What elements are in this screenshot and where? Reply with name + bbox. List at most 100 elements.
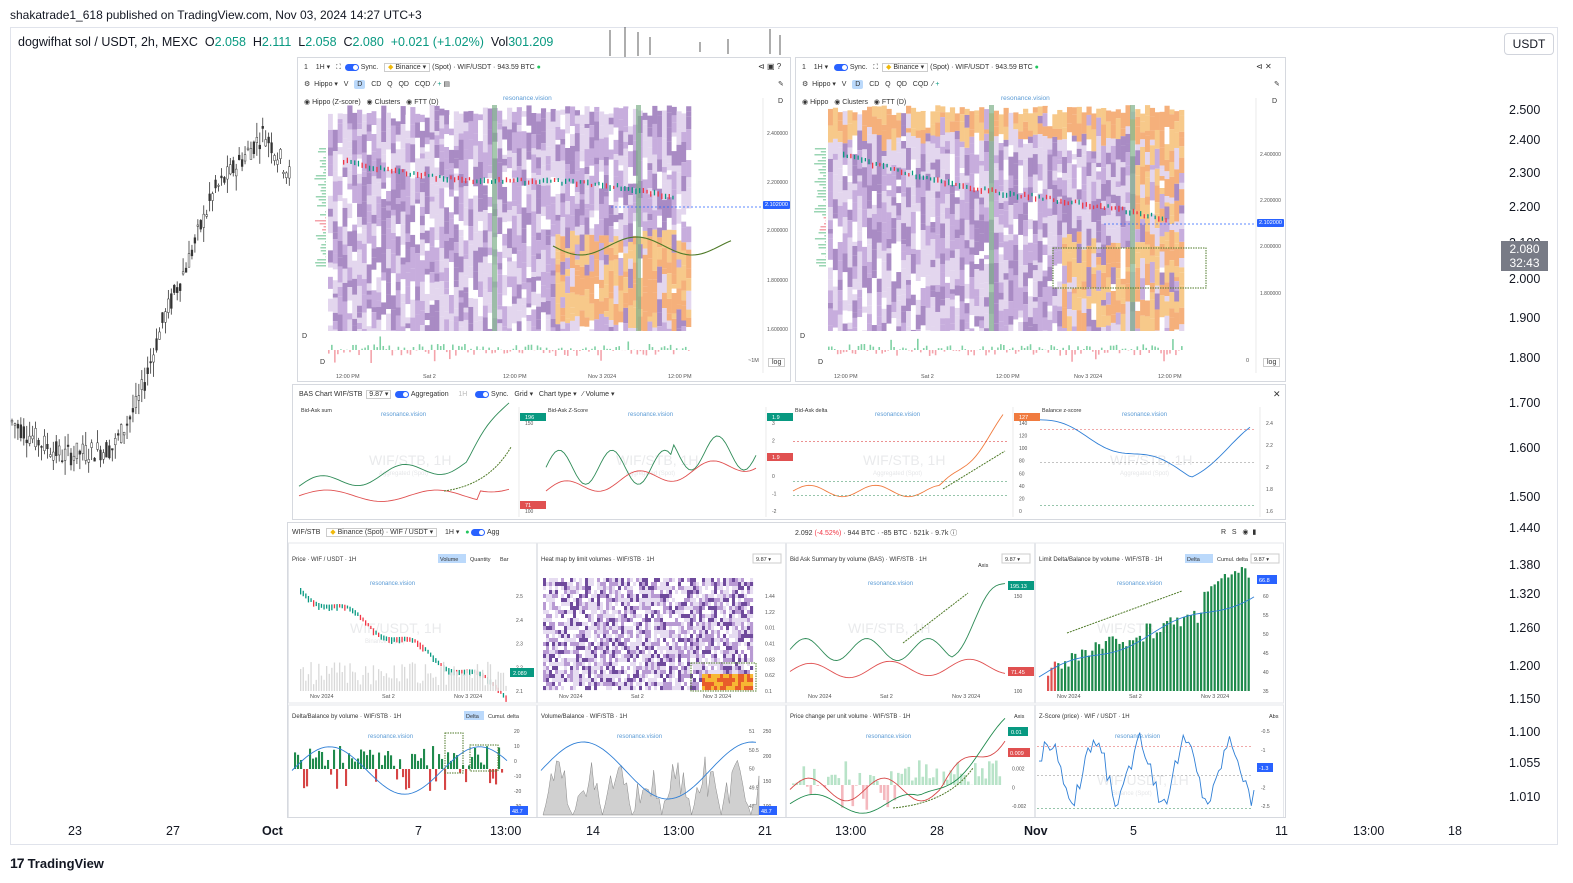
- bas-grid-menu[interactable]: Grid: [514, 391, 528, 398]
- tl-tool-hippo[interactable]: Hippo: [314, 81, 333, 88]
- tl-ind-ftt[interactable]: FTT (D): [414, 99, 439, 106]
- eye-icon[interactable]: ◉: [873, 99, 880, 106]
- tr-sync-toggle[interactable]: [833, 63, 848, 71]
- tr-timeframe[interactable]: 1H: [813, 64, 823, 71]
- footer-brand[interactable]: 17 TradingView: [10, 855, 104, 871]
- tl-doc-icon[interactable]: ▤: [443, 81, 451, 88]
- eye-icon[interactable]: ◉: [802, 99, 809, 106]
- bas-volume-menu[interactable]: Volume: [585, 391, 609, 398]
- tr-log-button[interactable]: log: [1263, 358, 1281, 367]
- grid-agg-toggle[interactable]: [471, 528, 486, 536]
- tl-tool-v[interactable]: V: [343, 81, 349, 88]
- grid-abs-toggle-label[interactable]: Abs: [1269, 714, 1279, 720]
- share-icon[interactable]: ⊲: [758, 62, 765, 71]
- heatmap-axis-tick: 1.600000: [767, 327, 788, 333]
- overlay-top-right-panel[interactable]: 1 1H ▾ Sync. ⛶ ◆ Binance ▾ (Spot) · WIF/…: [795, 57, 1286, 382]
- tr-tool-d[interactable]: D: [852, 80, 864, 89]
- tr-tool-cd[interactable]: CD: [869, 81, 880, 88]
- camera-icon[interactable]: ▣: [766, 62, 775, 71]
- tl-draw-icon[interactable]: ✎: [778, 81, 784, 88]
- close-icon[interactable]: ✕: [1264, 62, 1272, 71]
- bas-charts[interactable]: Bid-Ask sum resonance.vision WIF/STB, 1H Ag…: [293, 385, 1286, 520]
- tr-plus-icon[interactable]: +: [935, 81, 940, 88]
- grid-panel-button[interactable]: Cumul. delta: [1217, 557, 1249, 563]
- grid-axis-toggle-label[interactable]: Axis: [1014, 714, 1025, 720]
- trash-icon[interactable]: ▮: [1252, 529, 1257, 536]
- tl-ind-clusters[interactable]: Clusters: [374, 99, 401, 106]
- tl-line-icon[interactable]: ⁄: [434, 81, 436, 88]
- tl-sync-toggle[interactable]: [344, 63, 359, 71]
- grid-axis-tick: 20: [514, 729, 520, 735]
- grid-panel-button[interactable]: Delta: [1187, 557, 1201, 563]
- tl-settings-icon[interactable]: ⚙: [304, 81, 311, 88]
- bas-close-icon[interactable]: ✕: [1273, 389, 1281, 399]
- tr-heatmap[interactable]: 2.400000 2.200000 2.000000 1.800000 12:00 PM…: [796, 58, 1286, 382]
- grid-panel-button[interactable]: Bar: [500, 557, 509, 563]
- tr-ind-clusters[interactable]: Clusters: [842, 99, 868, 106]
- tl-d-label: D: [778, 98, 784, 105]
- tl-crosshair-icon[interactable]: ⛶: [335, 64, 341, 71]
- grid-r-button[interactable]: R: [1221, 529, 1227, 536]
- help-icon[interactable]: ?: [776, 62, 782, 71]
- tr-tool-qd[interactable]: QD: [896, 81, 907, 88]
- tr-crosshair-icon[interactable]: ⛶: [873, 64, 879, 71]
- tl-log-button[interactable]: log: [768, 358, 786, 367]
- grid-tf[interactable]: 1H: [444, 529, 454, 536]
- tl-exchange-select[interactable]: ◆ Binance ▾: [384, 63, 431, 72]
- tr-ind-ftt[interactable]: FTT (D): [881, 99, 907, 106]
- eye-icon[interactable]: ◉: [834, 99, 841, 106]
- bas-panel: Bid-Ask Z-Score resonance.vision WIF/STB, …: [545, 407, 793, 517]
- tr-tool-v[interactable]: V: [841, 81, 847, 88]
- trend-arrow: [902, 592, 969, 644]
- bas-ratio: 9.87: [369, 391, 383, 398]
- grid-panel-button[interactable]: Delta: [466, 714, 480, 720]
- grid-axis-toggle-label[interactable]: Axis: [978, 563, 989, 569]
- main-chart[interactable]: [10, 27, 1500, 817]
- bas-ratio-select[interactable]: 9.87 ▾: [366, 390, 392, 399]
- tl-tool-qd[interactable]: QD: [398, 81, 409, 88]
- tr-tool-q[interactable]: Q: [885, 81, 891, 88]
- grid-exchange-select[interactable]: ◆ Binance (Spot) · WIF / USDT ▾: [326, 528, 438, 537]
- tr-window-controls[interactable]: ⊲ ✕: [1256, 62, 1272, 71]
- bas-sync-toggle[interactable]: [475, 390, 490, 398]
- bas-volume-icon: ⁄: [582, 391, 584, 398]
- tl-timeframe[interactable]: 1H: [315, 64, 325, 71]
- share-icon[interactable]: ⊲: [1256, 62, 1263, 71]
- bas-charttype-menu[interactable]: Chart type: [538, 391, 572, 398]
- tr-tool-cqd[interactable]: CQD: [912, 81, 929, 88]
- tl-heatmap[interactable]: 2.400000 2.200000 2.000000 1.800000 1.600000…: [298, 58, 791, 382]
- lower-grid[interactable]: WIF/STB ◆ Binance (Spot) · WIF / USDT ▾ …: [287, 522, 1286, 818]
- grid-ratio-select[interactable]: 9.87 ▾: [1005, 557, 1020, 563]
- bas-strip[interactable]: BAS Chart WIF/STB 9.87 ▾ Aggregation 1H …: [292, 384, 1286, 520]
- tl-window-controls[interactable]: ⊲ ▣ ?: [758, 62, 781, 71]
- eye-icon[interactable]: ◉: [1242, 529, 1249, 536]
- tl-tool-q[interactable]: Q: [387, 81, 393, 88]
- tr-exchange-select[interactable]: ◆ Binance ▾: [882, 63, 929, 72]
- currency-button[interactable]: USDT: [1504, 33, 1554, 55]
- grid-charts[interactable]: Price · WIF / USDT · 1H Volume Quantity Bar…: [288, 523, 1286, 818]
- tr-draw-icon[interactable]: ✎: [1274, 81, 1280, 88]
- grid-s-button[interactable]: S: [1231, 529, 1237, 536]
- grid-toolbar: WIF/STB ◆ Binance (Spot) · WIF / USDT ▾ …: [292, 528, 500, 537]
- info-icon[interactable]: ⓘ: [950, 530, 958, 537]
- grid-panel-button[interactable]: Cumul. delta: [488, 714, 520, 720]
- grid-ratio-select[interactable]: 9.87 ▾: [756, 557, 771, 563]
- tr-tool-hippo[interactable]: Hippo: [812, 81, 831, 88]
- overlay-top-left-panel[interactable]: 1 1H ▾ ⛶ Sync. ◆ Binance ▾ (Spot) · WIF/…: [297, 57, 791, 382]
- tl-ind-hippo[interactable]: Hippo (Z-score): [312, 99, 361, 106]
- tl-plus-icon[interactable]: +: [437, 81, 442, 88]
- tr-settings-icon[interactable]: ⚙: [802, 81, 809, 88]
- eye-icon[interactable]: ◉: [366, 99, 373, 106]
- grid-panel-button[interactable]: Volume: [440, 557, 458, 563]
- grid-ratio-select[interactable]: 9.87 ▾: [1254, 557, 1269, 563]
- eye-icon[interactable]: ◉: [304, 99, 311, 106]
- grid-panel-button[interactable]: Quantity: [470, 557, 491, 563]
- tl-tool-cd[interactable]: CD: [371, 81, 382, 88]
- tr-ind-hippo[interactable]: Hippo: [810, 99, 829, 106]
- tl-tool-cqd[interactable]: CQD: [414, 81, 431, 88]
- bas-tf[interactable]: 1H: [458, 391, 468, 398]
- eye-icon[interactable]: ◉: [406, 99, 413, 106]
- tr-line-icon[interactable]: ⁄: [932, 81, 934, 88]
- tl-tool-d[interactable]: D: [354, 80, 366, 89]
- bas-aggregation-toggle[interactable]: [395, 390, 410, 398]
